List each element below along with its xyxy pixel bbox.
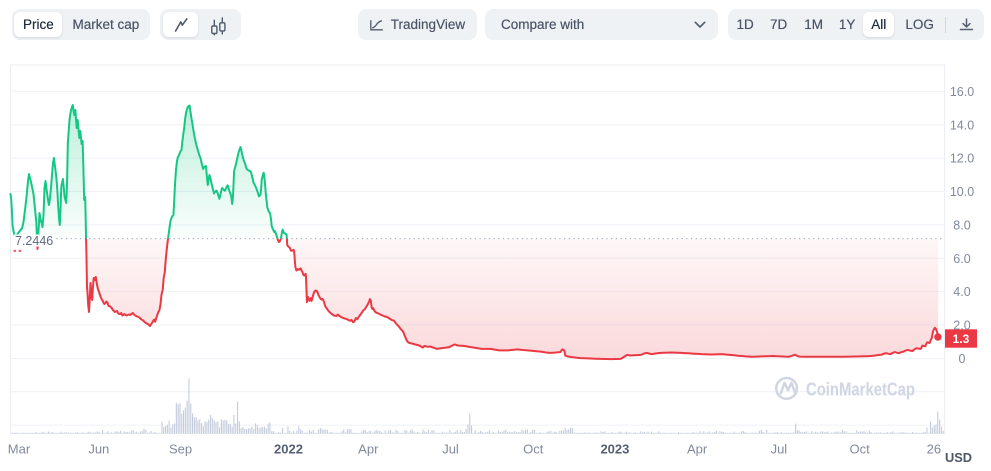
svg-text:6.0: 6.0 [953, 252, 970, 266]
svg-text:Sep: Sep [169, 442, 192, 457]
svg-text:2.0: 2.0 [953, 319, 970, 333]
svg-text:Jun: Jun [88, 442, 109, 457]
svg-text:1.3: 1.3 [953, 332, 970, 346]
svg-text:Apr: Apr [687, 442, 708, 457]
svg-text:4.0: 4.0 [953, 285, 970, 299]
svg-text:26: 26 [927, 442, 941, 457]
svg-text:12.0: 12.0 [950, 152, 974, 166]
svg-text:10.0: 10.0 [950, 185, 974, 199]
svg-text:Apr: Apr [358, 442, 379, 457]
svg-text:CoinMarketCap: CoinMarketCap [806, 379, 915, 400]
svg-text:14.0: 14.0 [950, 118, 974, 132]
svg-text:Oct: Oct [849, 442, 870, 457]
svg-text:7.2446: 7.2446 [15, 234, 53, 248]
svg-text:USD: USD [945, 450, 972, 465]
svg-text:Mar: Mar [8, 442, 31, 457]
svg-text:0: 0 [959, 352, 966, 366]
svg-text:Oct: Oct [523, 442, 544, 457]
svg-text:16.0: 16.0 [950, 85, 974, 99]
svg-text:2023: 2023 [600, 442, 629, 457]
svg-text:Jul: Jul [771, 442, 788, 457]
svg-text:2022: 2022 [274, 442, 303, 457]
svg-text:Jul: Jul [442, 442, 459, 457]
svg-text:8.0: 8.0 [953, 218, 970, 232]
